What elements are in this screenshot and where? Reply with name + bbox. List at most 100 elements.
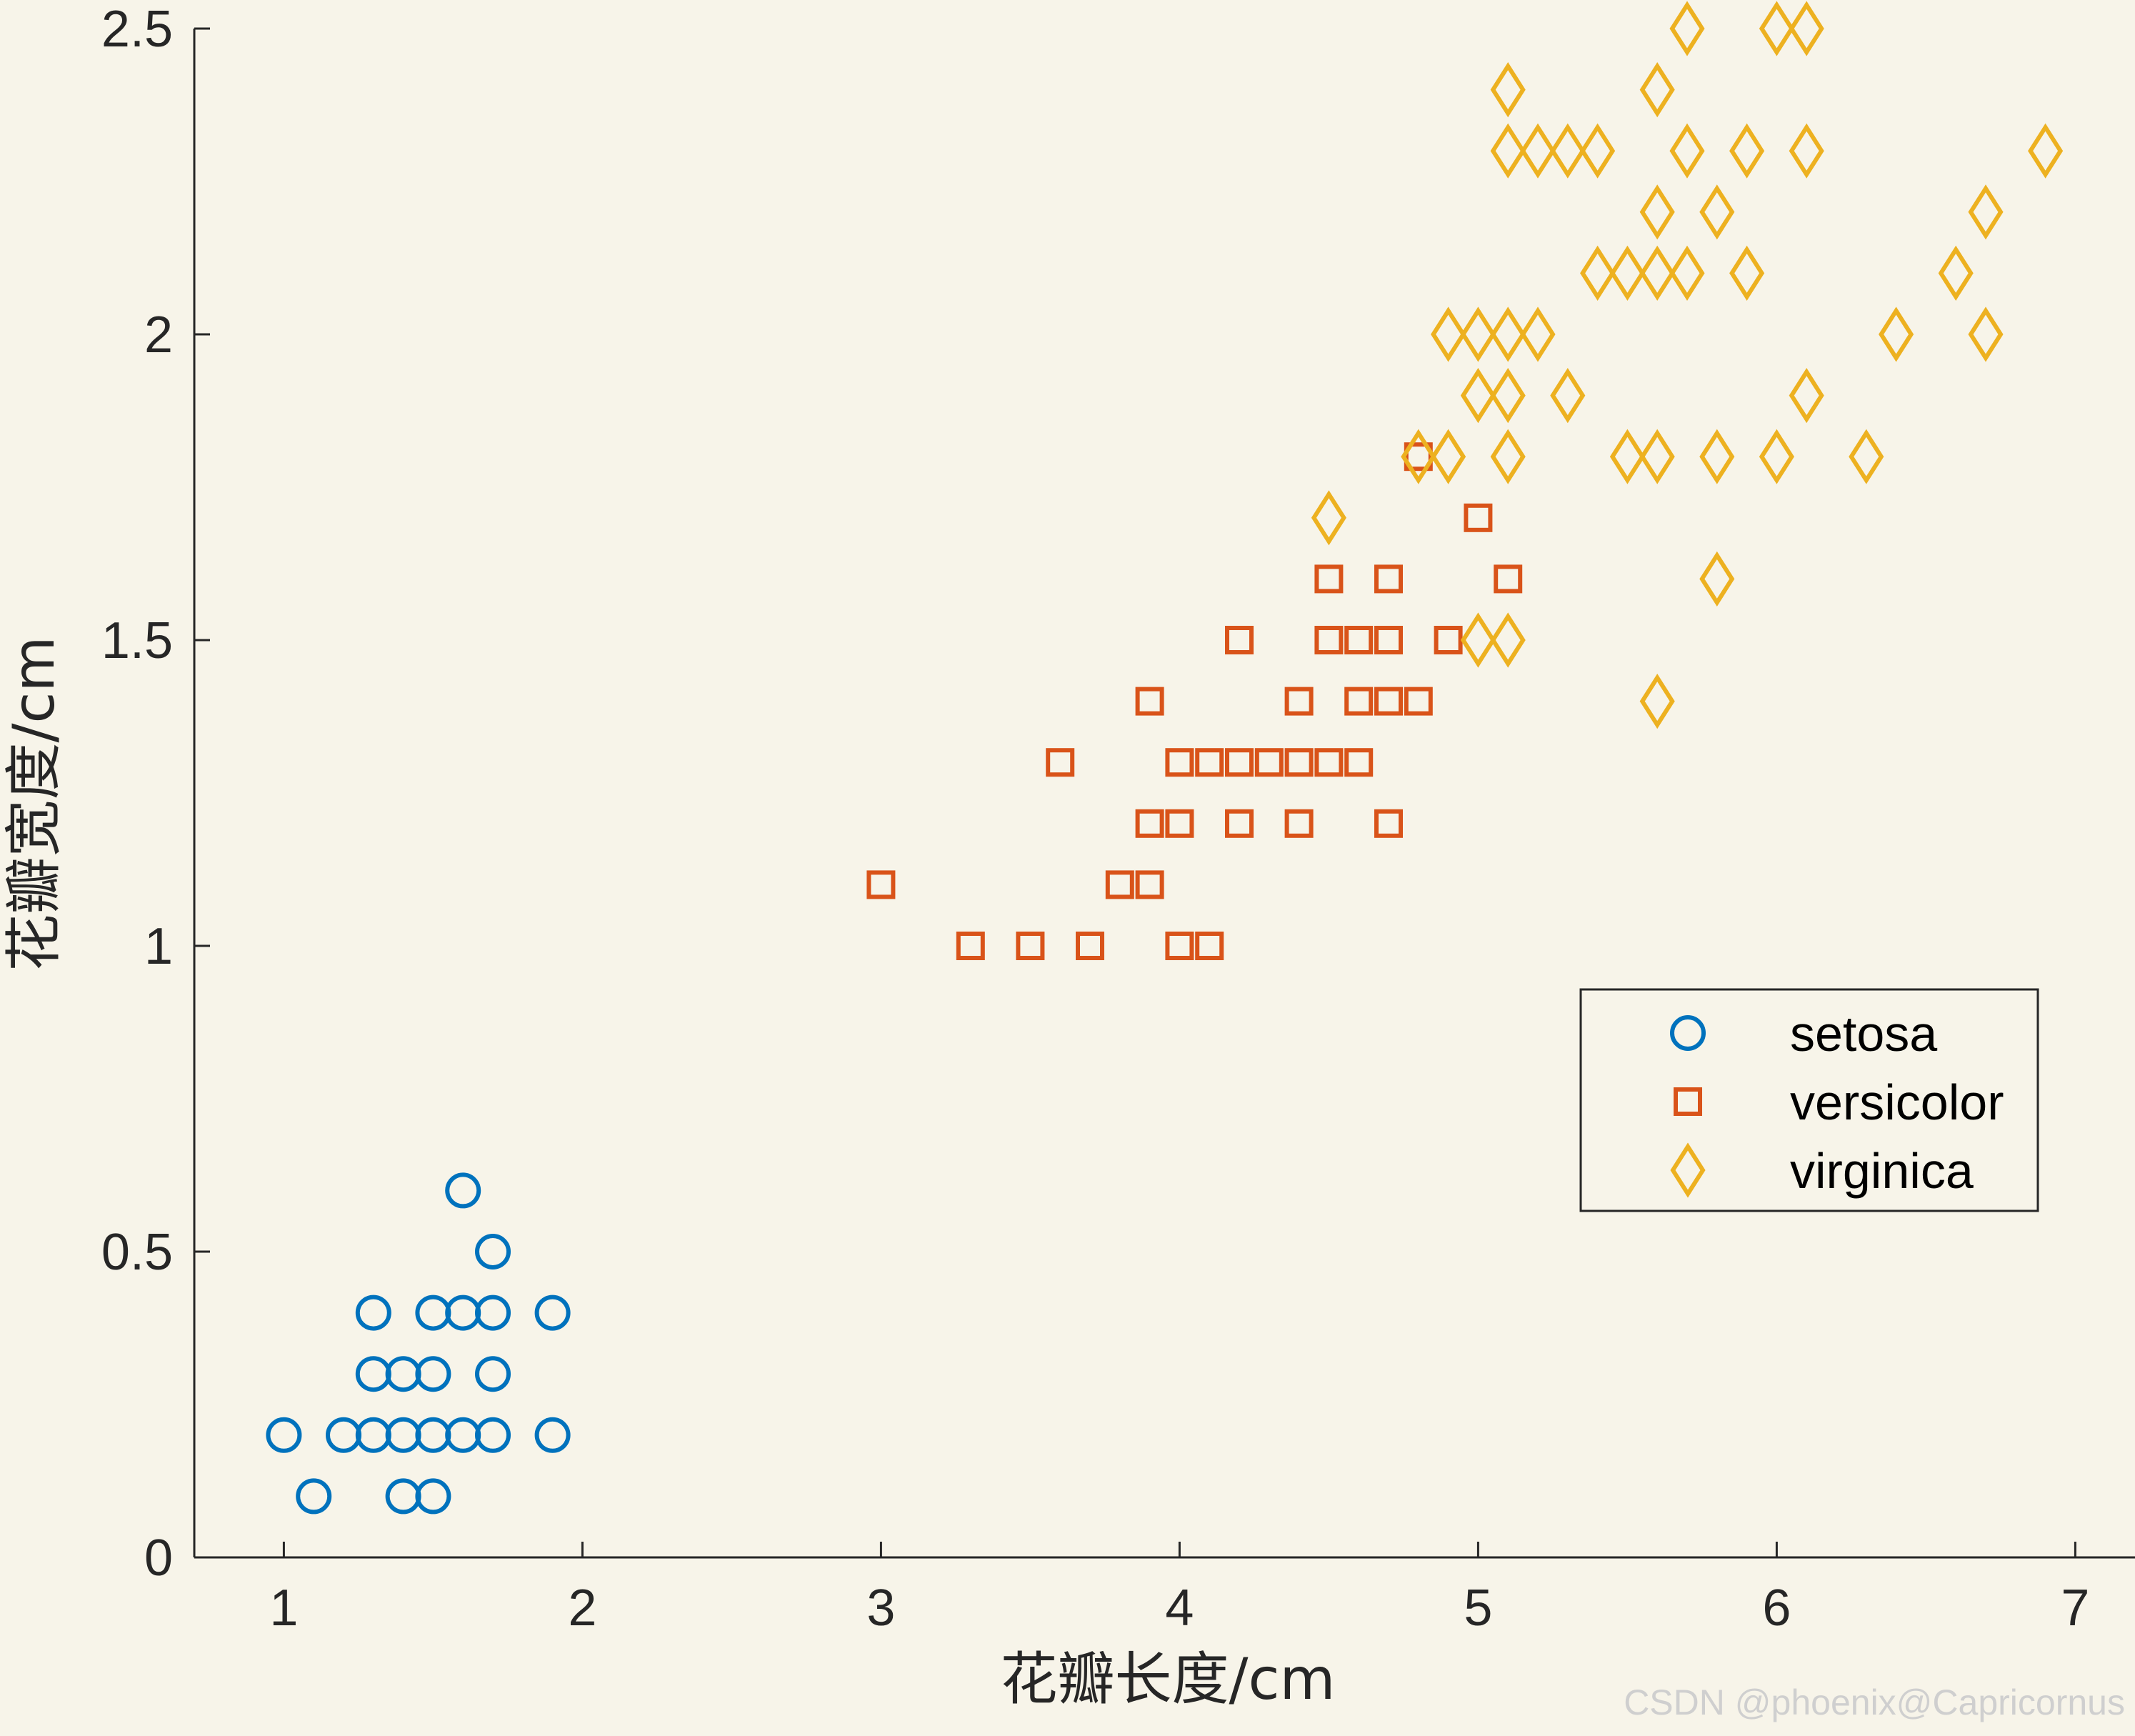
virginica-point bbox=[1699, 184, 1735, 240]
x-tick-label: 7 bbox=[2061, 1580, 2089, 1637]
virginica-point bbox=[1789, 123, 1824, 179]
setosa-point bbox=[475, 1356, 511, 1392]
versicolor-point bbox=[1374, 626, 1403, 654]
versicolor-point bbox=[1195, 748, 1224, 777]
versicolor-point bbox=[1374, 564, 1403, 594]
virginica-point bbox=[1639, 184, 1675, 240]
setosa-point bbox=[266, 1417, 302, 1453]
x-tick-label: 6 bbox=[1762, 1580, 1791, 1637]
versicolor-point bbox=[1314, 748, 1344, 777]
virginica-point bbox=[1639, 62, 1675, 118]
virginica-point bbox=[1759, 1, 1794, 56]
x-tick-label: 3 bbox=[866, 1580, 895, 1637]
versicolor-point bbox=[1195, 932, 1224, 960]
legend-label-setosa: setosa bbox=[1790, 1006, 1937, 1062]
virginica-point bbox=[1699, 429, 1735, 484]
versicolor-point bbox=[1344, 626, 1374, 654]
axes bbox=[193, 29, 2135, 1559]
legend-box bbox=[1579, 988, 2039, 1212]
versicolor-point bbox=[1046, 748, 1075, 777]
setosa-point bbox=[475, 1417, 511, 1453]
virginica-point bbox=[1968, 184, 2004, 240]
virginica-point bbox=[1460, 368, 1496, 424]
versicolor-point bbox=[1434, 626, 1463, 654]
virginica-point bbox=[1401, 429, 1436, 484]
virginica-point bbox=[1550, 368, 1586, 424]
legend-label-versicolor: versicolor bbox=[1790, 1074, 2004, 1130]
versicolor-point bbox=[1105, 870, 1134, 899]
versicolor-point bbox=[1076, 932, 1104, 960]
versicolor-point bbox=[1344, 687, 1374, 716]
x-tick-label: 1 bbox=[269, 1580, 298, 1637]
virginica-point bbox=[1759, 429, 1794, 484]
virginica-point bbox=[1639, 429, 1675, 484]
versicolor-point bbox=[1314, 626, 1344, 654]
virginica-point bbox=[1729, 123, 1765, 179]
y-tick-label: 0.5 bbox=[101, 1224, 173, 1281]
series-setosa bbox=[266, 1172, 571, 1515]
versicolor-point bbox=[1135, 809, 1164, 838]
virginica-point bbox=[1609, 245, 1645, 301]
versicolor-point bbox=[1225, 748, 1254, 777]
x-tick-label: 2 bbox=[568, 1580, 596, 1637]
versicolor-point bbox=[1165, 932, 1194, 960]
virginica-point bbox=[1490, 368, 1526, 424]
y-axis-title: 花瓣宽度/cm bbox=[1, 637, 67, 972]
setosa-point bbox=[534, 1294, 571, 1331]
y-tick-label: 1 bbox=[144, 918, 173, 975]
virginica-point bbox=[1639, 245, 1675, 301]
virginica-point bbox=[1699, 551, 1735, 607]
versicolor-point bbox=[1284, 809, 1314, 838]
virginica-point bbox=[1879, 306, 1914, 362]
virginica-point bbox=[1669, 245, 1705, 301]
versicolor-point bbox=[1284, 748, 1314, 777]
virginica-point bbox=[1431, 429, 1466, 484]
versicolor-point bbox=[1016, 932, 1045, 960]
versicolor-point bbox=[1464, 503, 1493, 532]
setosa-point bbox=[415, 1478, 451, 1515]
virginica-point bbox=[1669, 1, 1705, 56]
virginica-point bbox=[1520, 123, 1556, 179]
versicolor-point bbox=[1404, 442, 1433, 472]
setosa-point bbox=[475, 1294, 511, 1331]
virginica-point bbox=[1639, 674, 1675, 729]
setosa-point bbox=[534, 1417, 571, 1453]
virginica-point bbox=[1460, 612, 1496, 668]
x-tick-label: 5 bbox=[1464, 1580, 1492, 1637]
virginica-point bbox=[1490, 123, 1526, 179]
legend-marker-virginica bbox=[1670, 1142, 1706, 1198]
virginica-point bbox=[1550, 123, 1586, 179]
versicolor-point bbox=[1165, 748, 1194, 777]
x-tick-label: 4 bbox=[1165, 1580, 1194, 1637]
virginica-point bbox=[1669, 123, 1705, 179]
virginica-point bbox=[1520, 306, 1556, 362]
legend-label-virginica: virginica bbox=[1790, 1143, 1974, 1199]
versicolor-point bbox=[1374, 687, 1403, 716]
virginica-point bbox=[1968, 306, 2004, 362]
virginica-point bbox=[1609, 429, 1645, 484]
versicolor-point bbox=[1135, 870, 1164, 899]
y-tick-label: 1.5 bbox=[101, 612, 173, 669]
versicolor-point bbox=[1135, 687, 1164, 716]
versicolor-point bbox=[1404, 687, 1433, 716]
legend: setosa versicolor virginica bbox=[1579, 988, 2039, 1212]
versicolor-point bbox=[1344, 748, 1374, 777]
watermark: CSDN @phoenix@Capricornus bbox=[1624, 1682, 2125, 1722]
virginica-point bbox=[1789, 1, 1824, 56]
x-axis-title: 花瓣长度/cm bbox=[1001, 1646, 1336, 1712]
virginica-point bbox=[1490, 612, 1526, 668]
axis-ticks: 1 2 3 4 5 6 7 0 0.5 1 1.5 2 2.5 bbox=[101, 1, 2090, 1637]
setosa-point bbox=[415, 1356, 451, 1392]
versicolor-point bbox=[1254, 748, 1284, 777]
virginica-point bbox=[1460, 306, 1496, 362]
setosa-point bbox=[296, 1478, 332, 1515]
versicolor-point bbox=[1494, 564, 1523, 594]
setosa-point bbox=[445, 1172, 481, 1209]
virginica-point bbox=[1431, 306, 1466, 362]
versicolor-point bbox=[1165, 809, 1194, 838]
versicolor-point bbox=[1374, 809, 1403, 838]
virginica-point bbox=[1490, 306, 1526, 362]
data-markers bbox=[266, 1, 2064, 1515]
